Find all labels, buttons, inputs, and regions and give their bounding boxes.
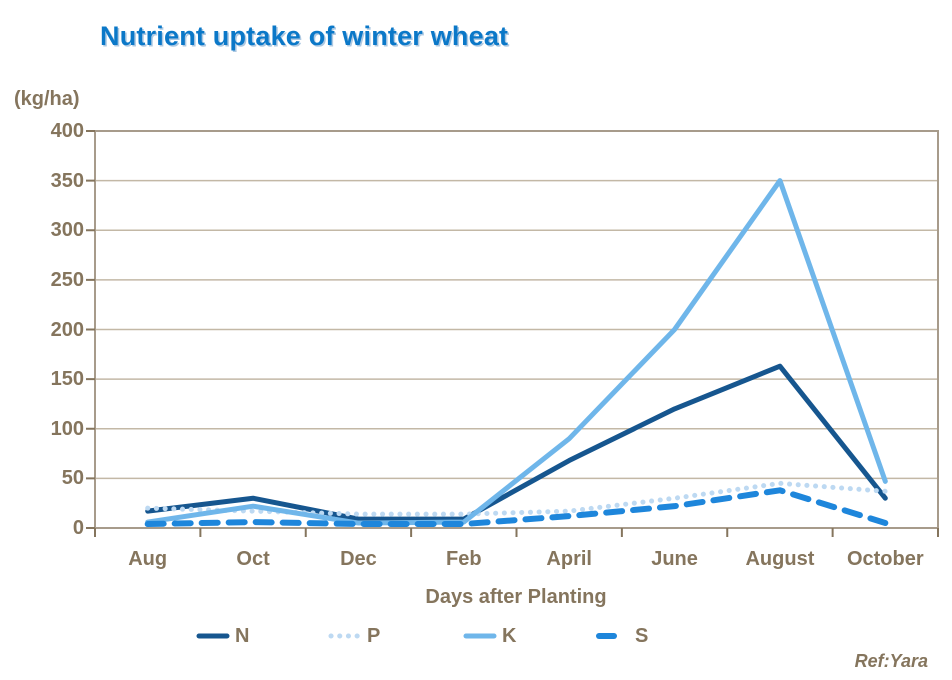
x-category-label-oct: Oct — [236, 548, 270, 570]
legend-line-swatch-P — [328, 633, 364, 639]
legend-line-swatch-K — [463, 633, 497, 639]
x-category-label-october: October — [846, 548, 924, 570]
x-axis-title: Days after Planting — [425, 586, 607, 608]
y-tick-label-250: 250 — [50, 268, 84, 291]
x-category-label-august: August — [745, 548, 815, 570]
x-category-label-april: April — [546, 548, 592, 570]
y-tick-label-50: 50 — [61, 467, 84, 490]
legend-line-swatch-S — [596, 633, 617, 639]
series-line-N — [145, 363, 888, 522]
legend-label-N: N — [235, 624, 250, 647]
x-category-label-feb: Feb — [446, 548, 482, 570]
x-category-label-june: June — [651, 548, 698, 570]
legend-item-S: S — [596, 622, 648, 650]
y-tick-label-300: 300 — [50, 219, 84, 242]
x-category-label-aug: Aug — [128, 548, 168, 570]
series-line-P — [145, 480, 888, 517]
legend-line-swatch-N — [196, 633, 230, 639]
y-tick-label-400: 400 — [50, 120, 84, 142]
legend-label-K: K — [502, 624, 517, 647]
series-line-S — [144, 487, 889, 528]
x-category-label-dec: Dec — [340, 548, 377, 570]
legend-label-P: P — [367, 624, 381, 647]
y-tick-label-100: 100 — [50, 417, 84, 440]
legend-item-K: K — [463, 622, 516, 650]
legend-item-P: P — [328, 622, 380, 650]
chart-title: Nutrient uptake of winter wheat — [100, 21, 509, 51]
y-axis-unit-label: (kg/ha) — [14, 88, 80, 110]
reference-note: Ref:Yara — [854, 651, 928, 671]
legend-label-S: S — [635, 624, 649, 647]
y-tick-label-350: 350 — [50, 169, 84, 192]
y-tick-label-150: 150 — [50, 368, 84, 391]
legend-item-N: N — [196, 622, 249, 650]
y-tick-label-0: 0 — [72, 517, 84, 539]
y-tick-label-200: 200 — [50, 318, 84, 341]
series-line-K — [145, 178, 888, 526]
